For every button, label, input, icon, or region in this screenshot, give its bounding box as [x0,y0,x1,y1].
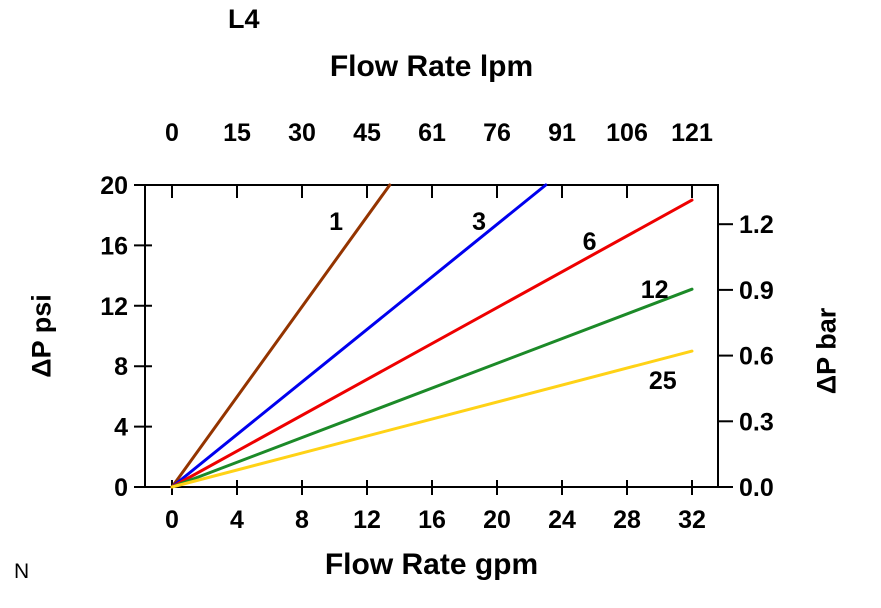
x-top-tick-label: 121 [671,119,713,147]
chart-title: L4 [228,4,260,34]
y-left-tick-label: 16 [100,232,128,260]
top-axis-title: Flow Rate lpm [329,50,534,83]
x-top-tick-label: 106 [606,119,648,147]
x-bottom-tick-label: 20 [483,506,511,534]
x-top-tick-label: 91 [548,119,576,147]
x-top-tick-label: 76 [483,119,511,147]
series-line-3 [170,183,548,489]
x-top-tick-label: 45 [353,119,381,147]
series-line-6 [170,198,694,489]
x-bottom-tick-label: 32 [678,506,706,534]
series-label-1: 1 [329,208,343,236]
plot-box [144,184,719,488]
series-line-1 [170,183,392,489]
x-bottom-tick-label: 8 [295,506,309,534]
y-left-tick-label: 20 [100,172,128,200]
series-line-12 [170,287,694,489]
series-line-25 [170,349,694,489]
y-right-tick-label: 0.6 [739,343,774,371]
x-bottom-tick-label: 12 [353,506,381,534]
bottom-axis-title: Flow Rate gpm [324,548,539,581]
corner-note: N [14,560,30,583]
series-label-25: 25 [649,367,677,395]
y-right-tick-label: 0.9 [739,277,774,305]
x-top-tick-label: 61 [418,119,446,147]
y-right-tick-label: 0.3 [739,408,774,436]
x-bottom-tick-label: 4 [230,506,244,534]
x-top-tick-label: 30 [288,119,316,147]
x-bottom-tick-label: 24 [548,506,576,534]
y-left-tick-label: 8 [114,353,128,381]
x-top-tick-label: 0 [165,119,179,147]
y-right-tick-label: 1.2 [739,211,774,239]
y-left-tick-label: 4 [114,414,128,442]
y-left-tick-label: 0 [114,474,128,502]
x-top-tick-label: 15 [223,119,251,147]
y-left-tick-label: 12 [100,293,128,321]
series-label-3: 3 [472,208,486,236]
y-right-tick-label: 0.0 [739,474,774,502]
series-label-12: 12 [641,276,669,304]
x-bottom-tick-label: 16 [418,506,446,534]
x-bottom-tick-label: 28 [613,506,641,534]
series-label-6: 6 [583,228,597,256]
x-bottom-tick-label: 0 [165,506,179,534]
